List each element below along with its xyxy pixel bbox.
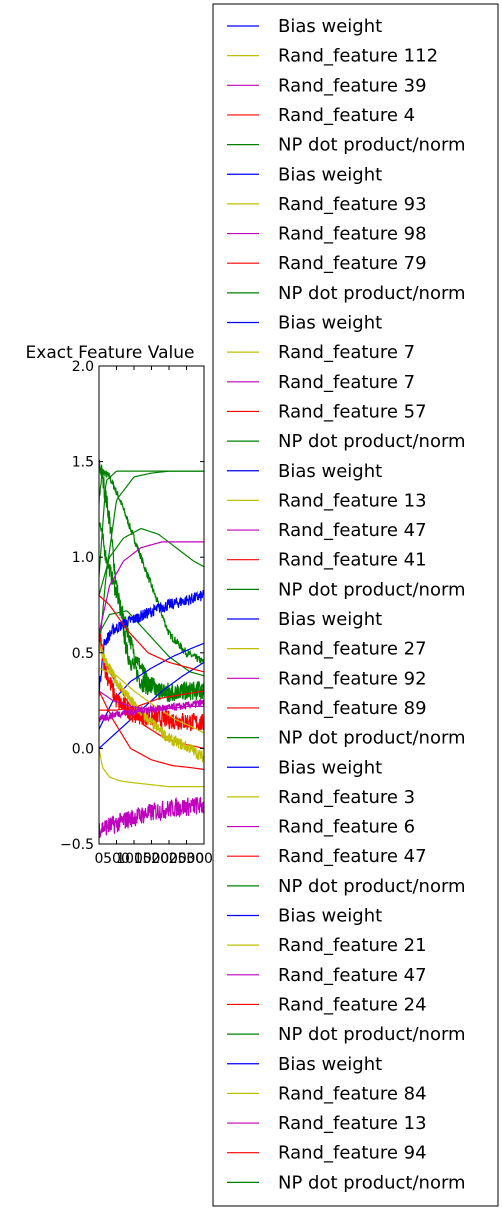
series-line-12 — [99, 594, 204, 673]
plot-curves — [99, 459, 204, 839]
series-line-6 — [99, 522, 204, 703]
series-line-1 — [99, 467, 204, 664]
series-line-17 — [99, 748, 204, 788]
legend-label: NP dot product/norm — [278, 431, 466, 452]
series-line-9 — [99, 589, 204, 697]
y-tick-label: −0.5 — [60, 837, 94, 853]
legend-label: Rand_feature 41 — [278, 550, 427, 571]
legend-label: Rand_feature 93 — [278, 194, 427, 215]
legend-label: Rand_feature 7 — [278, 372, 415, 393]
series-line-19 — [99, 667, 204, 734]
legend-label: NP dot product/norm — [278, 1024, 466, 1045]
legend-label: Rand_feature 47 — [278, 520, 427, 541]
x-tick-label: 2500 — [169, 851, 205, 867]
legend-label: Rand_feature 47 — [278, 965, 427, 986]
legend-label: Bias weight — [278, 609, 382, 630]
series-line-14 — [99, 690, 204, 771]
legend-label: Bias weight — [278, 757, 382, 778]
legend-label: NP dot product/norm — [278, 1172, 466, 1193]
legend-label: Rand_feature 89 — [278, 698, 427, 719]
legend-label: Rand_feature 24 — [278, 994, 427, 1015]
legend-box — [212, 3, 499, 1207]
legend-label: NP dot product/norm — [278, 135, 466, 156]
legend-label: Rand_feature 39 — [278, 75, 427, 96]
legend-label: Rand_feature 13 — [278, 490, 427, 511]
x-tick-label: 1500 — [134, 851, 170, 867]
series-line-11 — [99, 661, 204, 749]
legend: Bias weight Rand_feature 112 Rand_feature … — [212, 3, 499, 1207]
y-tick-label: 1.0 — [72, 550, 94, 566]
series-line-22 — [99, 698, 204, 723]
legend-label: Rand_feature 21 — [278, 935, 427, 956]
legend-label: Rand_feature 92 — [278, 668, 427, 689]
legend-label: Rand_feature 112 — [278, 46, 438, 67]
series-line-7 — [99, 610, 204, 677]
legend-label: Rand_feature 98 — [278, 224, 427, 245]
legend-label: Bias weight — [278, 164, 382, 185]
x-tick-label: 2000 — [151, 851, 187, 867]
legend-label: Rand_feature 94 — [278, 1143, 427, 1164]
legend-label: Bias weight — [278, 461, 382, 482]
x-tick-label: 1000 — [116, 851, 152, 867]
legend-label: Rand_feature 27 — [278, 639, 427, 660]
series-line-5 — [99, 459, 204, 701]
y-tick-label: 0.0 — [72, 741, 94, 757]
legend-label: NP dot product/norm — [278, 283, 466, 304]
legend-label: NP dot product/norm — [278, 728, 466, 749]
legend-label: Bias weight — [278, 313, 382, 334]
chart-title: Exact Feature Value — [26, 343, 195, 363]
y-tick-label: 0.5 — [72, 646, 94, 662]
legend-label: Rand_feature 47 — [278, 846, 427, 867]
legend-label: Rand_feature 7 — [278, 342, 415, 363]
series-line-20 — [99, 796, 204, 839]
legend-label: NP dot product/norm — [278, 876, 466, 897]
y-tick-label: 1.5 — [72, 455, 94, 471]
series-line-3 — [99, 470, 204, 653]
legend-label: Rand_feature 4 — [278, 105, 415, 126]
x-tick-label: 500 — [103, 851, 130, 867]
legend-label: Bias weight — [278, 1054, 382, 1075]
series-line-16 — [99, 690, 204, 711]
legend-label: Rand_feature 3 — [278, 787, 415, 808]
y-axis: −0.5 0.0 0.5 1.0 1.5 2.0 — [60, 359, 204, 853]
legend-label: Bias weight — [278, 906, 382, 927]
y-tick-label: 2.0 — [72, 359, 94, 375]
series-line-4 — [99, 527, 204, 596]
legend-label: Bias weight — [278, 16, 382, 37]
legend-label: Rand_feature 79 — [278, 253, 427, 274]
x-tick-label: 0 — [95, 851, 104, 867]
series-line-18 — [99, 642, 204, 763]
series-line-8 — [99, 541, 204, 634]
legend-label: Rand_feature 57 — [278, 401, 427, 422]
legend-label: Rand_feature 13 — [278, 1113, 427, 1134]
legend-label: NP dot product/norm — [278, 579, 466, 600]
legend-label: Rand_feature 6 — [278, 817, 415, 838]
legend-label: Rand_feature 84 — [278, 1083, 427, 1104]
